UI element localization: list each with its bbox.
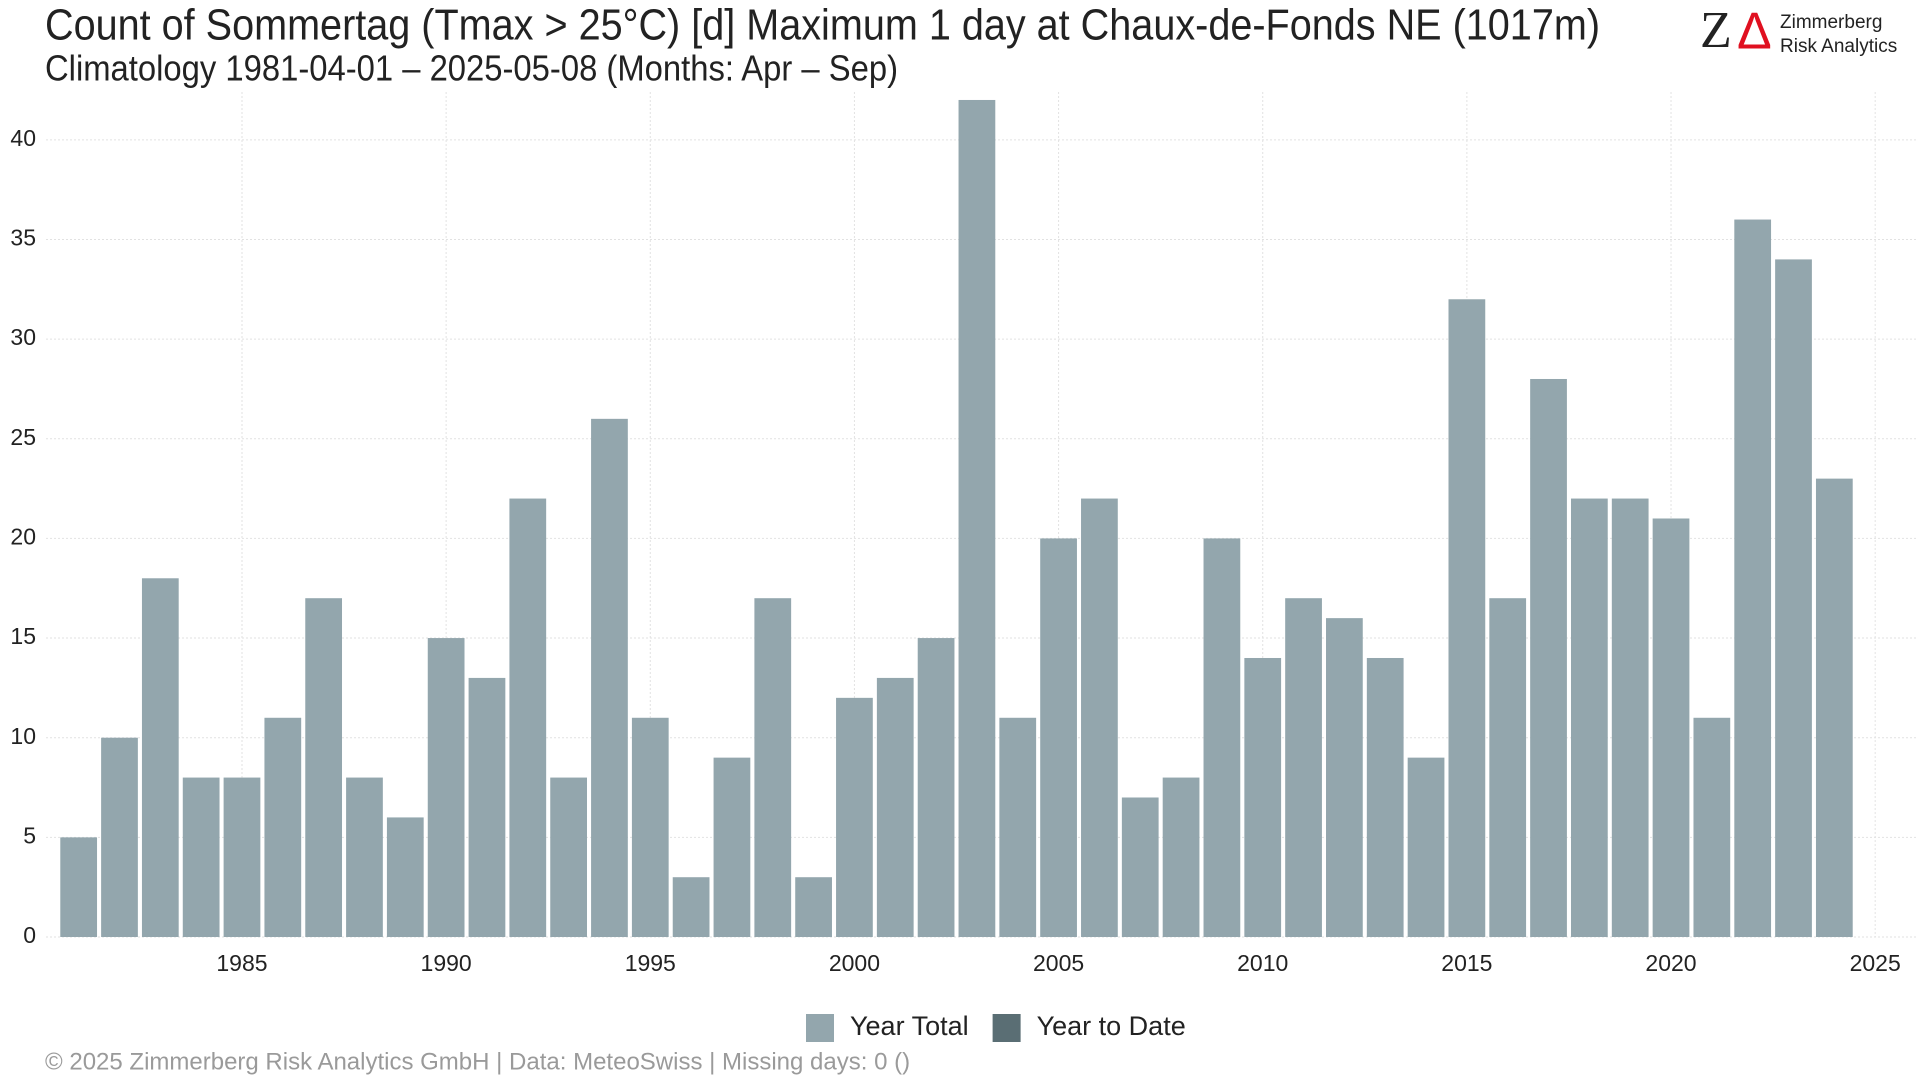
bar [141, 578, 179, 937]
x-tick-label: 2010 [1237, 950, 1288, 976]
bar [509, 498, 547, 937]
bar [1081, 498, 1118, 937]
chart-subtitle: Climatology 1981-04-01 – 2025-05-08 (Mon… [45, 48, 898, 89]
x-tick-label: 1985 [216, 950, 267, 976]
bar [917, 638, 955, 937]
bar [1285, 598, 1322, 937]
bar [672, 877, 710, 937]
bar [60, 837, 98, 937]
bar [550, 777, 587, 937]
logo: Z Δ Zimmerberg Risk Analytics [1700, 2, 1897, 61]
legend-label: Year to Date [1037, 1011, 1186, 1041]
bar [754, 598, 792, 937]
bar [101, 737, 138, 937]
bar [427, 638, 465, 937]
bar [1611, 498, 1649, 937]
bar [1244, 657, 1282, 937]
bar [795, 877, 832, 937]
bar [999, 717, 1037, 937]
bar [1366, 657, 1404, 937]
x-tick-label: 2000 [829, 950, 880, 976]
bar [1489, 598, 1527, 937]
bar [1693, 717, 1731, 937]
y-tick-label: 40 [10, 125, 36, 151]
logo-z: Z [1700, 2, 1732, 59]
bar [264, 717, 302, 937]
bar [223, 777, 261, 937]
bar [876, 677, 914, 937]
x-tick-label: 1990 [421, 950, 472, 976]
legend-swatch [806, 1014, 834, 1042]
footer: © 2025 Zimmerberg Risk Analytics GmbH | … [45, 1048, 910, 1075]
y-tick-label: 5 [23, 822, 36, 848]
bar [182, 777, 220, 937]
bar [1734, 219, 1772, 937]
bar [1570, 498, 1608, 937]
y-tick-label: 0 [23, 922, 36, 948]
bar [958, 99, 996, 938]
y-tick-label: 20 [10, 523, 36, 549]
bar [1775, 259, 1812, 938]
bar [1448, 299, 1486, 937]
bar [1407, 757, 1445, 937]
bar [836, 697, 873, 937]
bar [305, 598, 343, 937]
bar [631, 717, 669, 937]
x-tick-label: 2020 [1645, 950, 1696, 976]
x-tick-label: 2005 [1033, 950, 1084, 976]
bar [346, 777, 383, 937]
bar [591, 418, 628, 938]
y-tick-label: 35 [10, 225, 36, 251]
bar [386, 817, 424, 937]
bar [1203, 538, 1241, 937]
y-tick-label: 15 [10, 623, 36, 649]
x-tick-label: 2015 [1441, 950, 1492, 976]
bar [1326, 618, 1363, 937]
bar [1652, 518, 1690, 937]
bar [1040, 538, 1077, 937]
bar [713, 757, 751, 937]
bar [468, 677, 506, 937]
bar [1530, 378, 1567, 937]
y-tick-label: 10 [10, 723, 36, 749]
x-tick-label: 2025 [1850, 950, 1901, 976]
bar [1162, 777, 1200, 937]
y-tick-label: 25 [10, 424, 36, 450]
x-tick-label: 1995 [625, 950, 676, 976]
legend-label: Year Total [850, 1011, 969, 1041]
y-tick-label: 30 [10, 324, 36, 350]
bar [1121, 797, 1159, 937]
chart-title: Count of Sommertag (Tmax > 25°C) [d] Max… [45, 1, 1600, 50]
logo-line2: Risk Analytics [1780, 36, 1897, 57]
legend-swatch [992, 1014, 1021, 1042]
logo-delta: Δ [1737, 3, 1772, 61]
logo-line1: Zimmerberg [1780, 12, 1882, 33]
bar [1815, 478, 1853, 937]
